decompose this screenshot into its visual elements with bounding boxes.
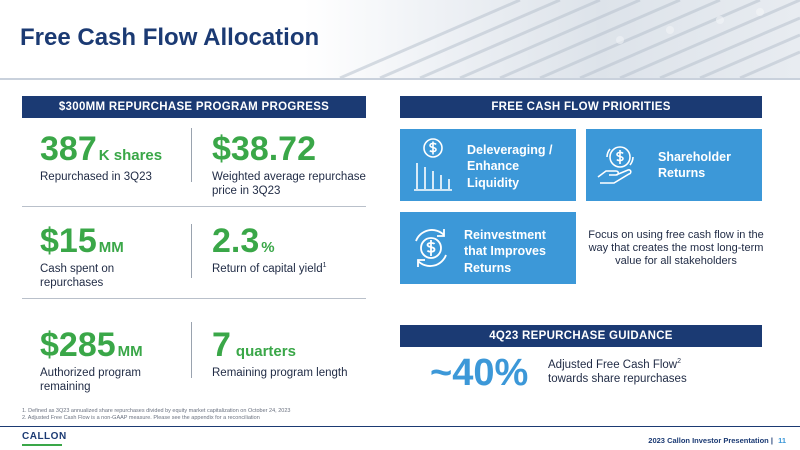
stat-unit: MM (98, 239, 124, 256)
pipes-background-image (339, 0, 800, 78)
guidance-line-1: Adjusted Free Cash Flow (548, 359, 678, 371)
stat-value: 387 (40, 130, 97, 168)
stat-description: Cash spent on repurchases (40, 263, 115, 290)
stat-value: $285 (40, 326, 116, 364)
footer-separator: | (770, 436, 773, 445)
stat-value: 2.3 (212, 222, 260, 260)
stat-description: Repurchased in 3Q23 (40, 171, 152, 183)
logo-text: CALLON (22, 431, 67, 442)
footnote-marker: 1 (322, 262, 327, 270)
presentation-name: 2023 Callon Investor Presentation (648, 436, 769, 445)
tile-label: Deleveraging / Enhance Liquidity (467, 143, 553, 190)
stat-unit: K shares (98, 147, 163, 164)
stat-description: Weighted average repurchase price in 3Q2… (212, 171, 366, 198)
stat-unit: quarters (235, 343, 296, 360)
stat-value: $38.72 (212, 130, 316, 168)
tile-deleveraging: Deleveraging / Enhance Liquidity (400, 129, 576, 201)
callon-logo: CALLON (22, 432, 67, 446)
page-title: Free Cash Flow Allocation (20, 24, 320, 51)
focus-statement: Focus on using free cash flow in the way… (588, 229, 764, 268)
footer-label: 2023 Callon Investor Presentation | 11 (648, 436, 786, 445)
stat-description: Return of capital yield (212, 263, 323, 275)
stat-divider (191, 224, 192, 278)
stat-cash-spent: $15 MM Cash spent on repurchases (40, 224, 160, 291)
logo-accent (22, 444, 62, 446)
stat-unit: MM (117, 343, 143, 360)
stat-divider (191, 322, 192, 378)
stat-value: $15 (40, 222, 97, 260)
page-number: 11 (778, 436, 786, 445)
header-divider (0, 78, 800, 80)
stat-value: 7 (212, 326, 231, 364)
footnote-marker: 2 (677, 358, 682, 366)
repurchase-guidance-header: 4Q23 REPURCHASE GUIDANCE (400, 325, 762, 347)
repurchase-progress-header: $300MM REPURCHASE PROGRAM PROGRESS (22, 96, 366, 118)
header-banner: Free Cash Flow Allocation (0, 0, 800, 78)
footnote-2: 2. Adjusted Free Cash Flow is a non-GAAP… (22, 415, 260, 422)
row-divider (22, 206, 366, 207)
tile-label: Reinvestment that Improves Returns (464, 228, 546, 275)
stat-weighted-average-price: $38.72 Weighted average repurchase price… (212, 132, 370, 199)
stat-description: Remaining program length (212, 367, 348, 379)
stat-shares-repurchased: 387 K shares Repurchased in 3Q23 (40, 132, 162, 184)
tile-label: Shareholder Returns (658, 150, 731, 181)
guidance-line-2: towards share repurchases (548, 373, 687, 386)
guidance-description: Adjusted Free Cash Flow2 towards share r… (548, 358, 687, 387)
row-divider (22, 298, 366, 299)
hand-coin-icon (597, 146, 634, 184)
stat-program-remaining: $285 MM Authorized program remaining (40, 328, 170, 395)
guidance-percentage: ~40% (430, 352, 529, 394)
stat-divider (191, 128, 192, 182)
tile-shareholder-returns: Shareholder Returns (586, 129, 762, 201)
footer-divider (0, 426, 800, 427)
stat-unit: % (261, 239, 275, 256)
stat-program-length: 7 quarters Remaining program length (212, 328, 348, 380)
footnote-1: 1. Defined as 3Q23 annualized share repu… (22, 408, 291, 414)
stat-capital-yield: 2.3% Return of capital yield1 (212, 224, 327, 276)
footnotes: 1. Defined as 3Q23 annualized share repu… (22, 408, 290, 423)
fcf-priorities-header: FREE CASH FLOW PRIORITIES (400, 96, 762, 118)
dollar-chart-icon (414, 138, 452, 191)
dollar-cycle-icon (415, 229, 447, 267)
stat-description: Authorized program remaining (40, 367, 141, 394)
tile-reinvestment: Reinvestment that Improves Returns (400, 212, 576, 284)
